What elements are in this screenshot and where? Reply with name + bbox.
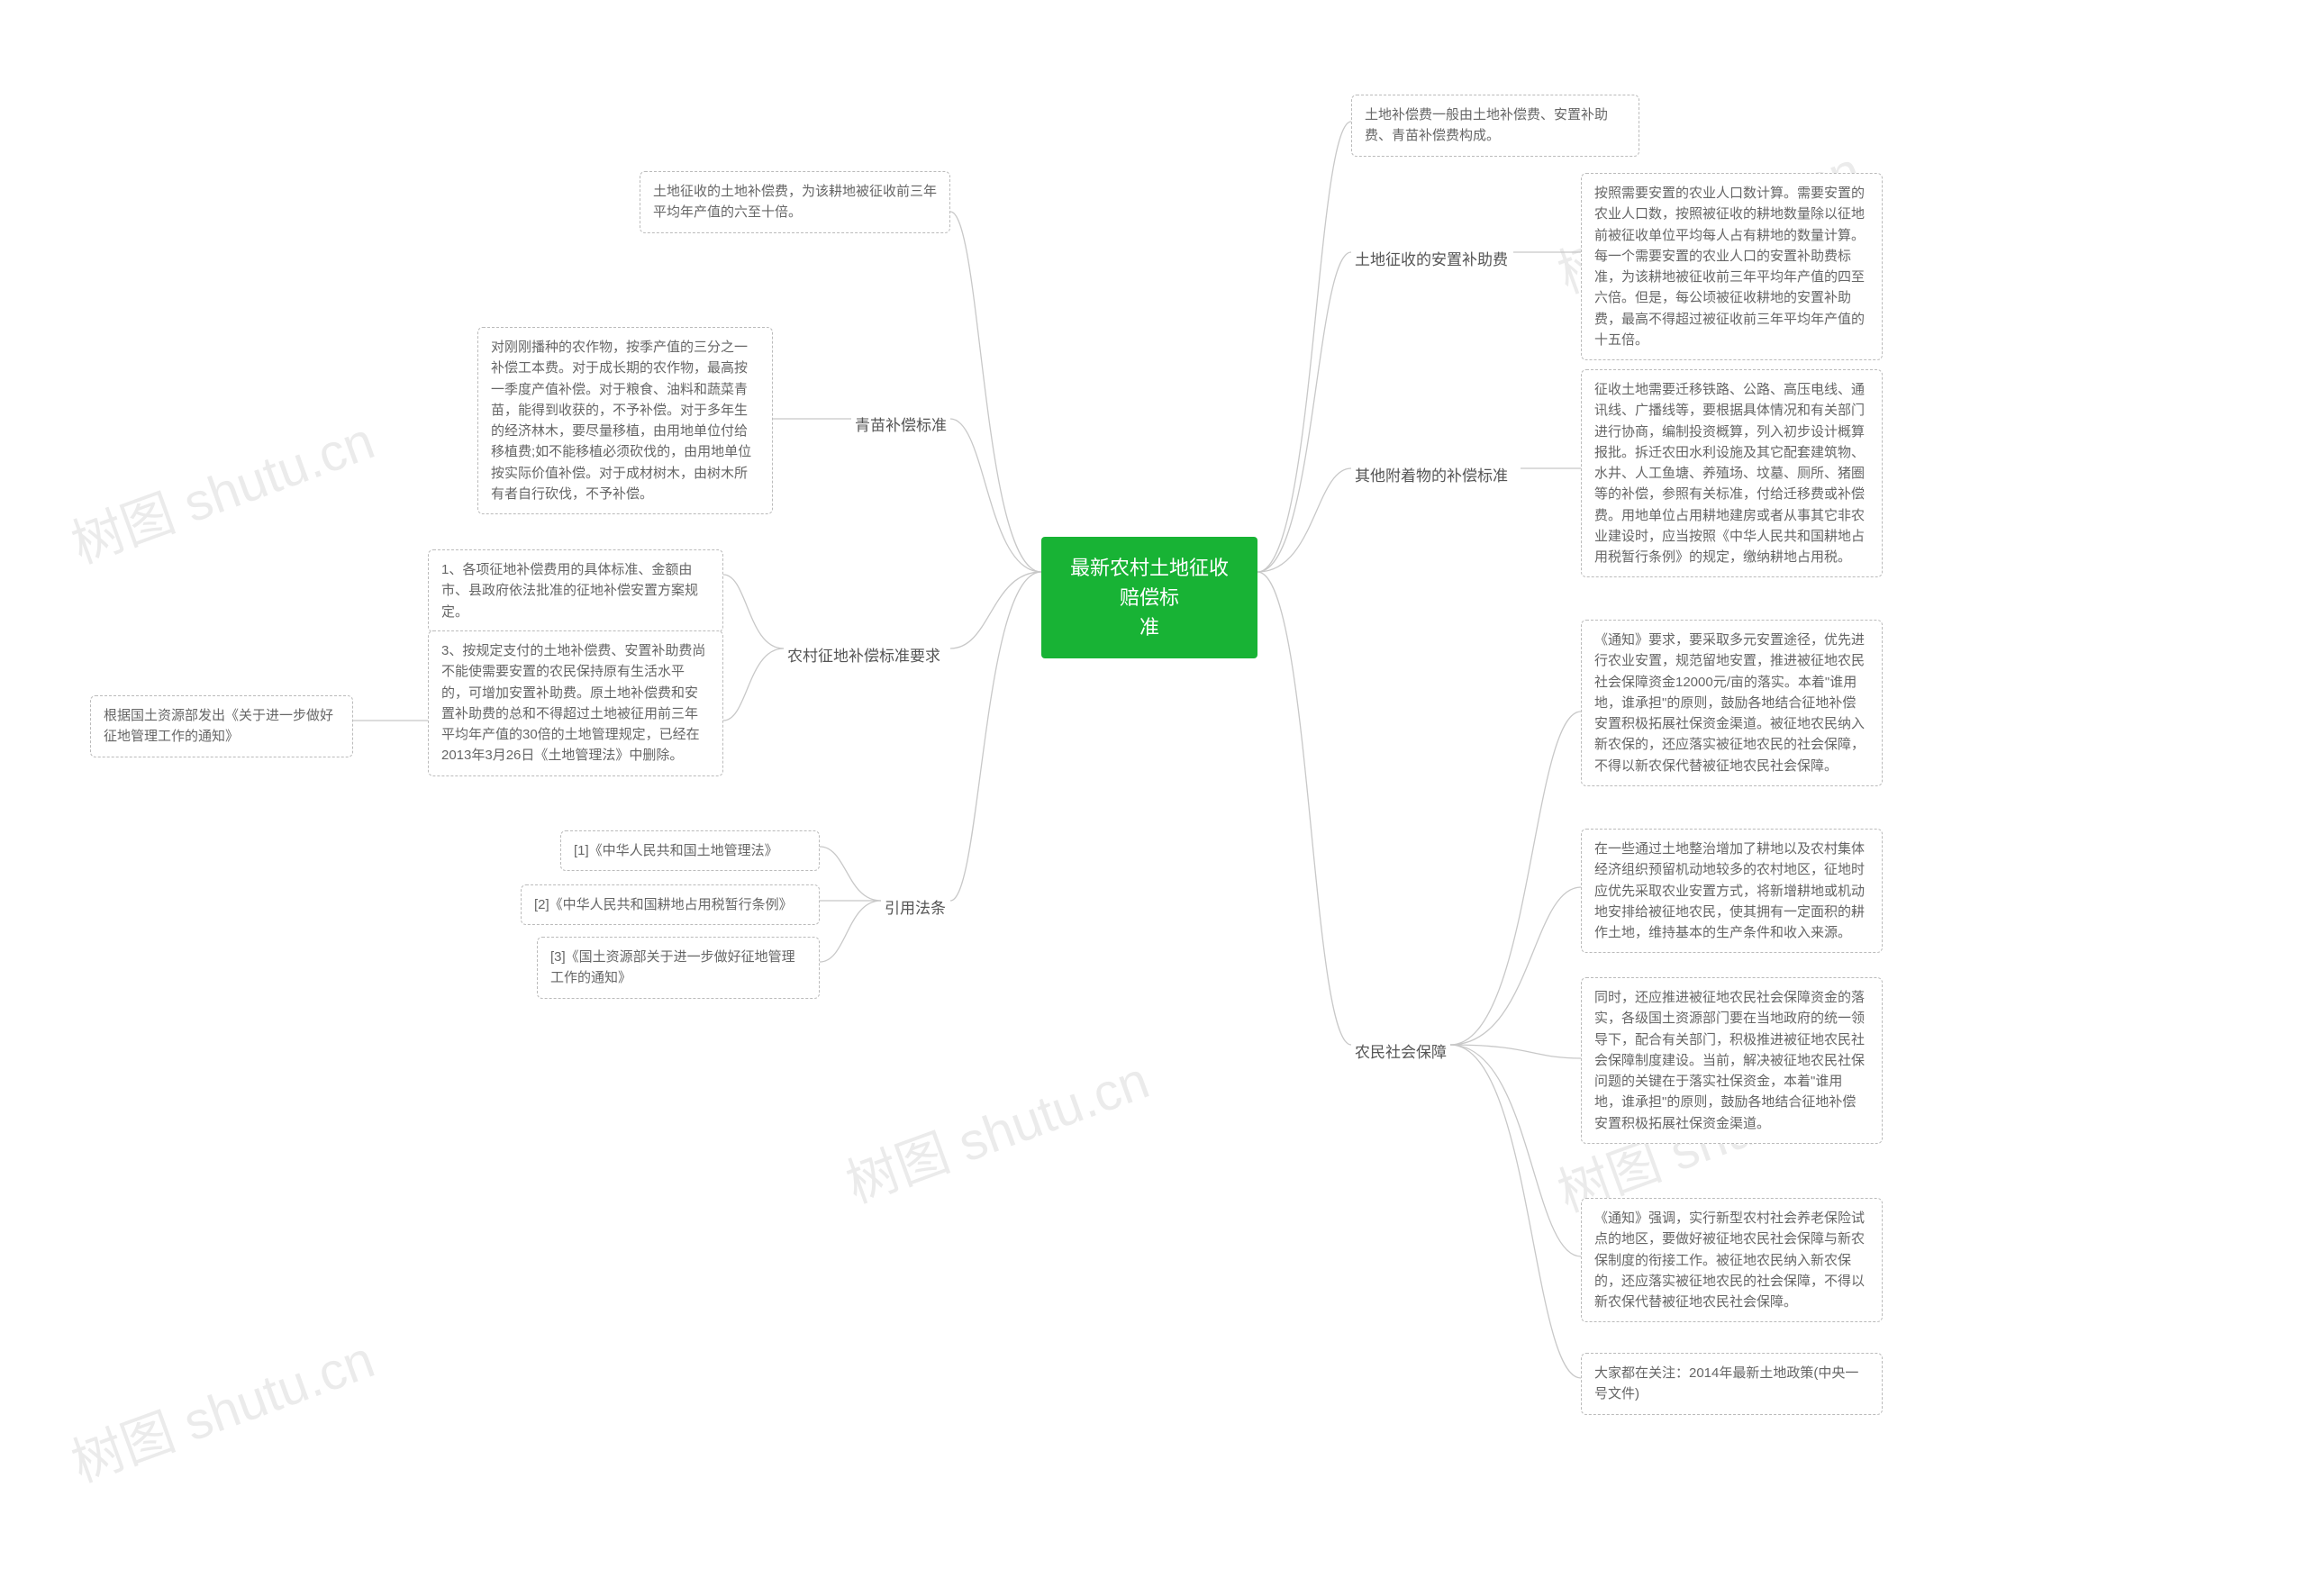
social-sec-4: 《通知》强调，实行新型农村社会养老保险试点的地区，要做好被征地农民社会保障与新农… <box>1581 1198 1883 1322</box>
seedling-detail: 对刚刚播种的农作物，按季产值的三分之一补偿工本费。对于成长期的农作物，最高按一季… <box>477 327 773 514</box>
social-sec-2: 在一些通过土地整治增加了耕地以及农村集体经济组织预留机动地较多的农村地区，征地时… <box>1581 829 1883 953</box>
left-detail-land-comp: 土地征收的土地补偿费，为该耕地被征收前三年平均年产值的六至十倍。 <box>640 171 950 233</box>
node-text: 大家都在关注：2014年最新土地政策(中央一号文件) <box>1594 1365 1858 1401</box>
node-text: 按照需要安置的农业人口数计算。需要安置的农业人口数，按照被征收的耕地数量除以征地… <box>1594 186 1865 348</box>
social-sec-5: 大家都在关注：2014年最新土地政策(中央一号文件) <box>1581 1353 1883 1415</box>
branch-label: 其他附着物的补偿标准 <box>1355 467 1508 485</box>
node-text: 土地补偿费一般由土地补偿费、安置补助费、青苗补偿费构成。 <box>1365 107 1608 143</box>
branch-label: 青苗补偿标准 <box>855 417 947 434</box>
social-sec-1: 《通知》要求，要采取多元安置途径，优先进行农业安置，规范留地安置，推进被征地农民… <box>1581 620 1883 786</box>
branch-attachments: 其他附着物的补偿标准 <box>1351 458 1512 491</box>
social-sec-3: 同时，还应推进被征地农民社会保障资金的落实，各级国土资源部门要在当地政府的统一领… <box>1581 977 1883 1144</box>
node-text: 征收土地需要迁移铁路、公路、高压电线、通讯线、广播线等，要根据具体情况和有关部门… <box>1594 382 1865 565</box>
node-text: 《通知》强调，实行新型农村社会养老保险试点的地区，要做好被征地农民社会保障与新农… <box>1594 1211 1865 1310</box>
node-text: [3]《国土资源部关于进一步做好征地管理工作的通知》 <box>550 949 795 985</box>
citation-3: [3]《国土资源部关于进一步做好征地管理工作的通知》 <box>537 937 820 999</box>
node-text: [2]《中华人民共和国耕地占用税暂行条例》 <box>534 897 793 912</box>
branch-seedling: 青苗补偿标准 <box>851 407 950 440</box>
branch-resettlement: 土地征收的安置补助费 <box>1351 241 1512 275</box>
citation-1: [1]《中华人民共和国土地管理法》 <box>560 830 820 871</box>
resettlement-detail: 按照需要安置的农业人口数计算。需要安置的农业人口数，按照被征收的耕地数量除以征地… <box>1581 173 1883 360</box>
branch-label: 农民社会保障 <box>1355 1044 1447 1061</box>
branch-label: 引用法条 <box>885 900 946 917</box>
center-title: 最新农村土地征收赔偿标准 <box>1070 557 1229 639</box>
node-text: 《通知》要求，要采取多元安置途径，优先进行农业安置，规范留地安置，推进被征地农民… <box>1594 632 1865 774</box>
mindmap-connectors <box>0 0 2306 1596</box>
node-text: 土地征收的土地补偿费，为该耕地被征收前三年平均年产值的六至十倍。 <box>653 184 937 220</box>
citation-2: [2]《中华人民共和国耕地占用税暂行条例》 <box>521 884 820 925</box>
watermark: 树图 shutu.cn <box>834 1038 1158 1217</box>
branch-rural-req: 农村征地补偿标准要求 <box>784 638 944 671</box>
branch-label: 农村征地补偿标准要求 <box>787 648 940 665</box>
attachments-detail: 征收土地需要迁移铁路、公路、高压电线、通讯线、广播线等，要根据具体情况和有关部门… <box>1581 369 1883 577</box>
rural-req-1: 1、各项征地补偿费用的具体标准、金额由市、县政府依法批准的征地补偿安置方案规定。 <box>428 549 723 632</box>
center-node: 最新农村土地征收赔偿标准 <box>1041 537 1257 658</box>
node-text: 3、按规定支付的土地补偿费、安置补助费尚不能使需要安置的农民保持原有生活水平的，… <box>441 643 705 763</box>
branch-label: 土地征收的安置补助费 <box>1355 251 1508 268</box>
node-text: 同时，还应推进被征地农民社会保障资金的落实，各级国土资源部门要在当地政府的统一领… <box>1594 990 1865 1131</box>
rural-req-2: 3、按规定支付的土地补偿费、安置补助费尚不能使需要安置的农民保持原有生活水平的，… <box>428 630 723 776</box>
branch-citations: 引用法条 <box>881 890 949 923</box>
node-text: 根据国土资源部发出《关于进一步做好征地管理工作的通知》 <box>104 708 333 744</box>
right-detail-composition: 土地补偿费一般由土地补偿费、安置补助费、青苗补偿费构成。 <box>1351 95 1639 157</box>
watermark: 树图 shutu.cn <box>59 1317 383 1496</box>
node-text: [1]《中华人民共和国土地管理法》 <box>574 843 778 858</box>
node-text: 对刚刚播种的农作物，按季产值的三分之一补偿工本费。对于成长期的农作物，最高按一季… <box>491 340 751 502</box>
rural-req-2-sub: 根据国土资源部发出《关于进一步做好征地管理工作的通知》 <box>90 695 353 757</box>
node-text: 1、各项征地补偿费用的具体标准、金额由市、县政府依法批准的征地补偿安置方案规定。 <box>441 562 698 620</box>
branch-social-security: 农民社会保障 <box>1351 1034 1450 1067</box>
watermark: 树图 shutu.cn <box>59 398 383 577</box>
node-text: 在一些通过土地整治增加了耕地以及农村集体经济组织预留机动地较多的农村地区，征地时… <box>1594 841 1865 940</box>
